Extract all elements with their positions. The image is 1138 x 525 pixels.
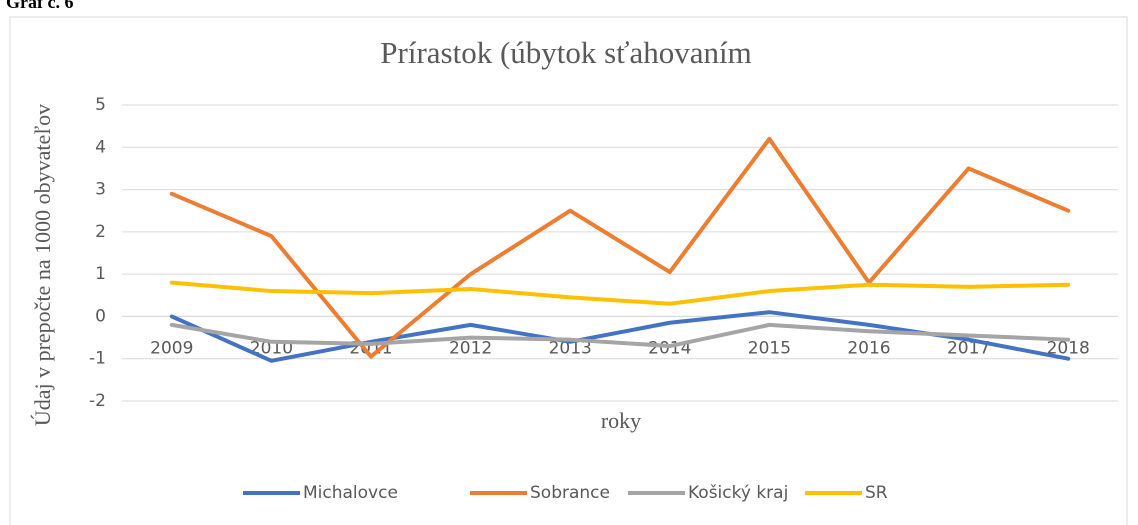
- x-axis-label: roky: [601, 408, 641, 433]
- y-tick-label: 1: [95, 264, 106, 284]
- chart-title: Prírastok (úbytok sťahovaním: [380, 35, 751, 70]
- y-tick-label: 5: [95, 95, 106, 115]
- series-line: [169, 280, 1071, 306]
- x-tick-label: 2016: [847, 338, 890, 358]
- chart-border: [9, 16, 1128, 525]
- x-tick-label: 2013: [549, 338, 592, 358]
- y-tick-label: 4: [95, 137, 106, 157]
- x-tick-label: 2018: [1047, 338, 1090, 358]
- y-axis-label: Údaj v prepočte na 1000 obyvateľov: [30, 104, 55, 426]
- y-tick-label: -2: [89, 391, 106, 411]
- caption: Graf č. 6: [6, 0, 73, 12]
- y-tick-label: 2: [95, 222, 106, 242]
- legend-label: Košický kraj: [688, 483, 788, 503]
- y-tick-label: -1: [89, 349, 106, 369]
- x-tick-label: 2015: [748, 338, 791, 358]
- y-tick-label: 3: [95, 180, 106, 200]
- legend-label: SR: [865, 483, 888, 503]
- x-tick-label: 2009: [150, 338, 193, 358]
- legend-label: Sobrance: [530, 483, 610, 503]
- series-line: [169, 322, 1071, 349]
- series-line: [169, 136, 1071, 359]
- legend-label: Michalovce: [303, 483, 398, 503]
- y-tick-label: 0: [95, 306, 106, 326]
- x-tick-label: 2012: [449, 338, 492, 358]
